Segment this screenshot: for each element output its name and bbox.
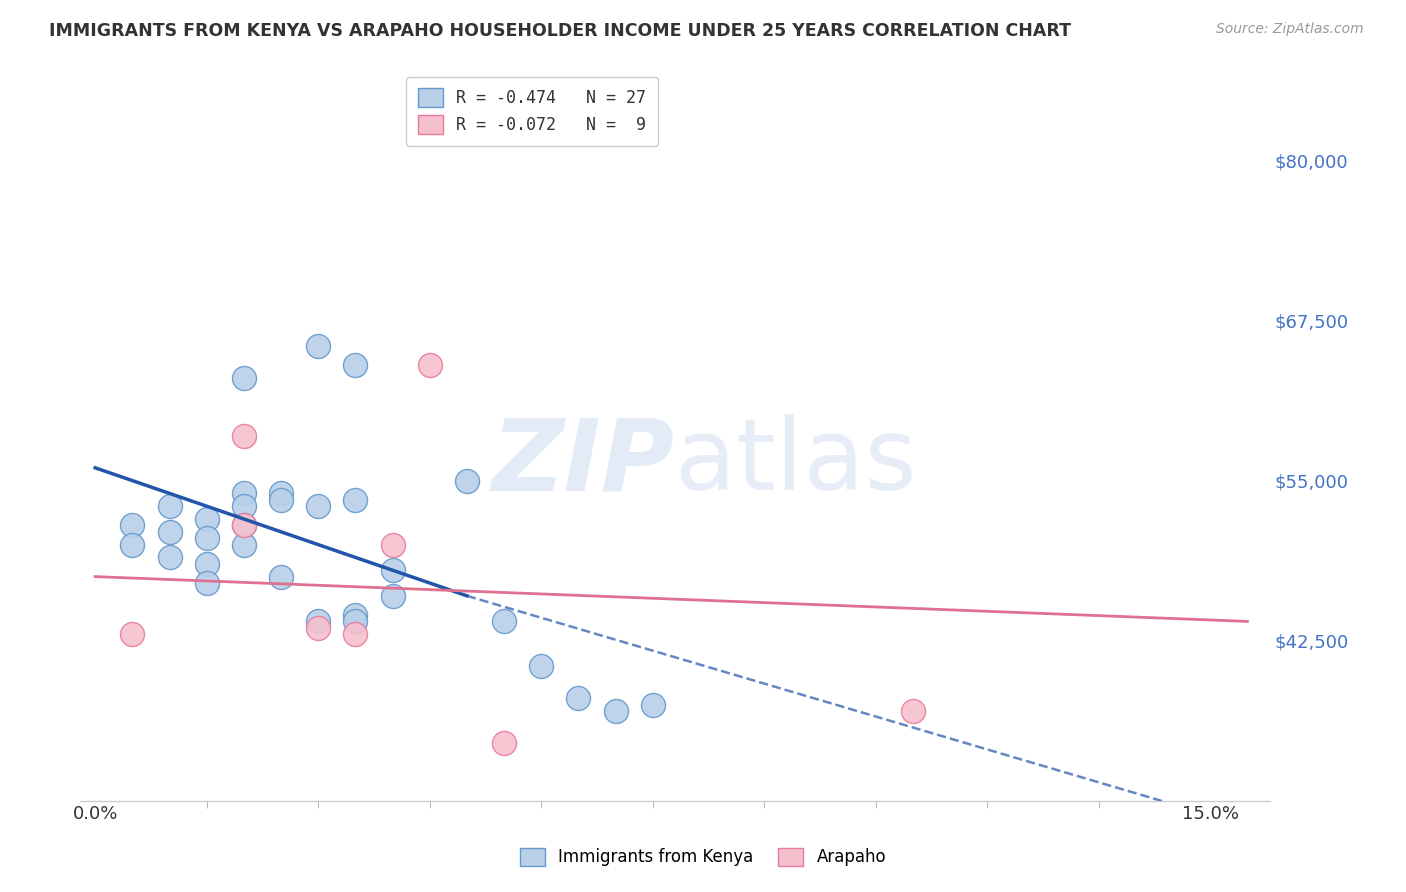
Point	[344, 615, 367, 629]
Point	[195, 557, 218, 571]
Point	[121, 538, 143, 552]
Point	[121, 518, 143, 533]
Point	[232, 429, 254, 443]
Legend: R = -0.474   N = 27, R = -0.072   N =  9: R = -0.474 N = 27, R = -0.072 N = 9	[406, 77, 658, 145]
Point	[232, 538, 254, 552]
Point	[530, 659, 553, 673]
Point	[232, 486, 254, 500]
Point	[195, 576, 218, 591]
Point	[232, 518, 254, 533]
Point	[121, 627, 143, 641]
Point	[419, 359, 441, 373]
Point	[232, 371, 254, 385]
Point	[307, 615, 329, 629]
Point	[901, 704, 924, 718]
Point	[270, 486, 292, 500]
Point	[492, 736, 515, 750]
Point	[567, 691, 589, 706]
Point	[195, 531, 218, 545]
Point	[159, 550, 181, 565]
Point	[307, 621, 329, 635]
Text: IMMIGRANTS FROM KENYA VS ARAPAHO HOUSEHOLDER INCOME UNDER 25 YEARS CORRELATION C: IMMIGRANTS FROM KENYA VS ARAPAHO HOUSEHO…	[49, 22, 1071, 40]
Point	[641, 698, 664, 712]
Point	[307, 339, 329, 353]
Legend: Immigrants from Kenya, Arapaho: Immigrants from Kenya, Arapaho	[512, 839, 894, 875]
Point	[344, 627, 367, 641]
Point	[492, 615, 515, 629]
Point	[270, 492, 292, 507]
Point	[195, 512, 218, 526]
Point	[232, 518, 254, 533]
Point	[344, 359, 367, 373]
Point	[381, 538, 404, 552]
Point	[381, 589, 404, 603]
Text: Source: ZipAtlas.com: Source: ZipAtlas.com	[1216, 22, 1364, 37]
Point	[159, 499, 181, 513]
Point	[605, 704, 627, 718]
Text: atlas: atlas	[675, 414, 917, 511]
Point	[270, 569, 292, 583]
Point	[381, 563, 404, 577]
Point	[344, 607, 367, 622]
Point	[344, 492, 367, 507]
Point	[456, 474, 478, 488]
Point	[159, 524, 181, 539]
Text: ZIP: ZIP	[492, 414, 675, 511]
Point	[232, 499, 254, 513]
Point	[307, 499, 329, 513]
